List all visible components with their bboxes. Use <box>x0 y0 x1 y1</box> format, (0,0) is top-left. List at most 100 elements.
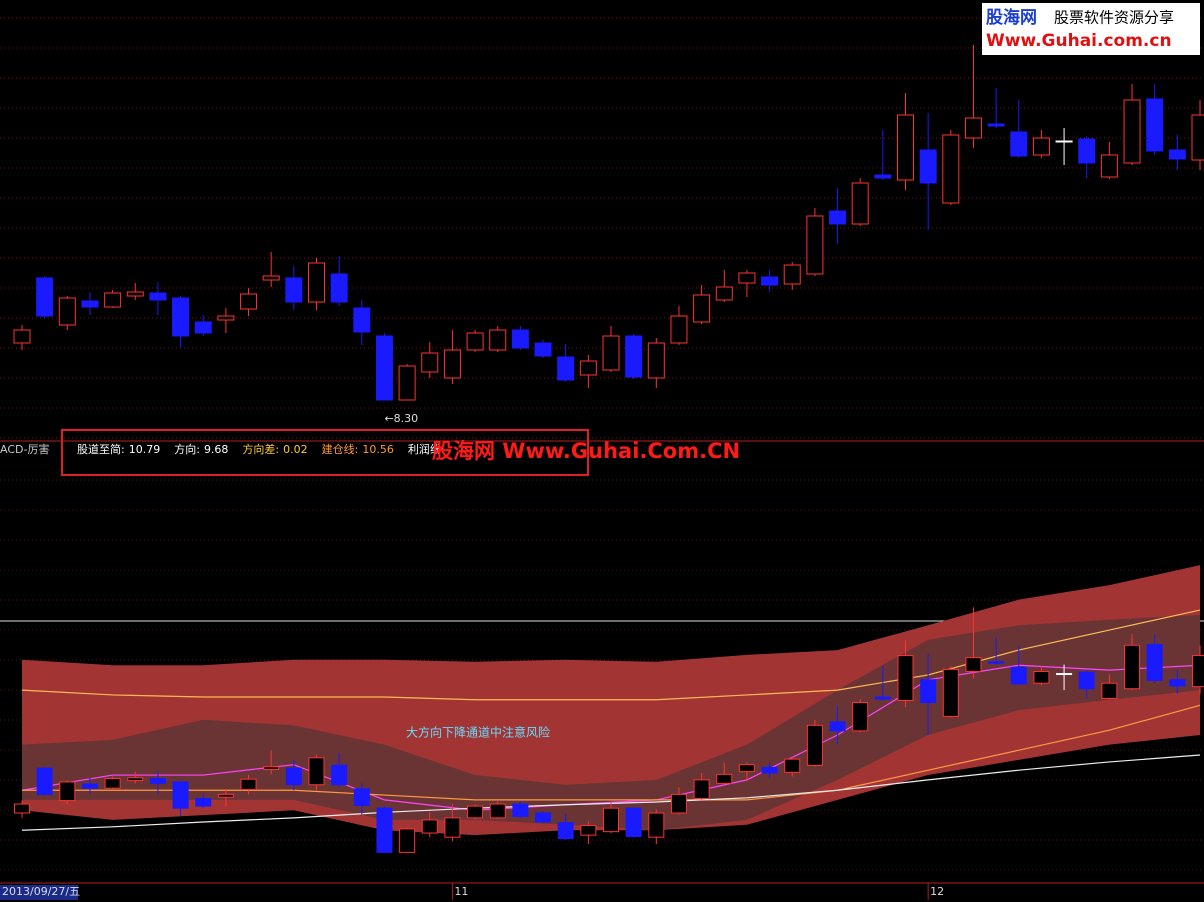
logo-name: 股海网 <box>986 7 1037 28</box>
candle-body <box>829 721 846 732</box>
candle-body <box>1124 644 1141 690</box>
legend-value: 0.02 <box>283 443 308 456</box>
candle-body <box>308 262 325 303</box>
candle-body <box>511 329 529 349</box>
candle-body <box>670 315 688 344</box>
candle-body <box>1192 655 1204 688</box>
candle-body <box>852 702 869 732</box>
candle-body <box>104 778 121 789</box>
logo: 股海网 股票软件资源分享 Www.Guhai.com.cn <box>982 3 1200 55</box>
candle-body <box>399 828 416 853</box>
candle-body <box>81 783 98 789</box>
candle-body <box>557 356 575 381</box>
logo-box <box>982 3 1200 55</box>
bottom-panel: 大方向下降通道中注意风险 <box>14 565 1204 853</box>
candle-body <box>127 777 144 782</box>
legend-label: 方向差: <box>242 442 279 456</box>
candle-body <box>195 798 212 807</box>
candle-body <box>398 365 416 401</box>
candle-body <box>965 657 982 672</box>
low-label: ←8.30 <box>384 412 418 425</box>
candle-body <box>693 779 710 800</box>
candle-body <box>693 294 711 323</box>
candle-body <box>897 655 914 701</box>
annotation: 大方向下降通道中注意风险 <box>406 725 550 740</box>
candle-body <box>330 273 348 303</box>
candle-body <box>104 292 122 308</box>
candle-body <box>353 788 370 806</box>
candle-body <box>1169 679 1186 687</box>
candle-body <box>874 174 892 179</box>
candle-body <box>942 134 960 204</box>
indicator-name: ACD-厉害 <box>0 442 49 456</box>
candle-body <box>1191 114 1204 161</box>
x-tick-label: 2013/09/27/五 <box>2 885 80 898</box>
candle-body <box>1101 682 1118 699</box>
legend-box <box>61 429 589 476</box>
legend-label: 股道至简: <box>77 442 125 456</box>
candle-body <box>285 767 302 786</box>
watermark: 股海网 Www.Guhai.Com.CN <box>432 439 740 463</box>
legend-label: 方向: <box>174 442 200 456</box>
legend-value: 9.68 <box>204 443 229 456</box>
candle-body <box>217 315 235 321</box>
candle-body <box>443 349 461 379</box>
candle-body <box>1033 670 1050 684</box>
logo-slogan: 股票软件资源分享 <box>1054 9 1174 27</box>
candle-body <box>738 764 755 773</box>
candle-body <box>851 182 869 225</box>
indicator-line <box>22 704 1201 801</box>
candle-body <box>331 764 348 786</box>
candle-body <box>580 824 597 836</box>
candle-body <box>670 793 687 814</box>
candle-body <box>36 767 53 795</box>
legend-value: 10.79 <box>129 443 161 456</box>
candle-body <box>13 329 31 344</box>
candle-body <box>942 668 959 717</box>
legend-label: 建仓线: <box>322 442 359 456</box>
candle-body <box>1146 98 1164 152</box>
candle-body <box>1100 154 1118 178</box>
candle-body <box>285 277 303 303</box>
candle-body <box>263 766 280 771</box>
candle-body <box>1032 137 1050 156</box>
candle-body <box>126 291 144 297</box>
candle-body <box>262 275 280 281</box>
candle-body <box>421 352 439 373</box>
candle-body <box>1078 138 1096 164</box>
date-bg <box>0 885 78 900</box>
candle-body <box>172 781 189 809</box>
candle-body <box>421 819 438 834</box>
candle-body <box>647 342 665 379</box>
candle-body <box>149 778 166 784</box>
candle-body <box>806 724 823 766</box>
candle-body <box>761 276 779 286</box>
candle-body <box>1010 666 1027 685</box>
candle-body <box>579 360 597 376</box>
logo-url: Www.Guhai.com.cn <box>986 31 1172 51</box>
candle-body <box>738 272 756 284</box>
candle-body <box>784 758 801 773</box>
candle-body <box>557 822 574 840</box>
candle-body <box>625 807 642 838</box>
candle-body <box>58 297 76 326</box>
legend-label: 利润线: <box>408 442 445 456</box>
candle-body <box>602 335 620 371</box>
candle-body <box>467 805 484 819</box>
candle-body <box>1146 644 1163 681</box>
candle-body <box>59 781 76 802</box>
candle-body <box>829 210 847 225</box>
candle-body <box>194 321 212 334</box>
legend-value: 10.56 <box>362 443 394 456</box>
candle-body <box>806 215 824 275</box>
candle-body <box>987 123 1005 127</box>
candle-body <box>172 297 190 337</box>
x-tick-label: 11 <box>454 885 468 898</box>
candle-body <box>149 292 167 301</box>
candle-body <box>444 817 461 838</box>
candle-body <box>375 335 393 401</box>
candle-body <box>14 803 30 814</box>
candle-body <box>874 696 891 700</box>
